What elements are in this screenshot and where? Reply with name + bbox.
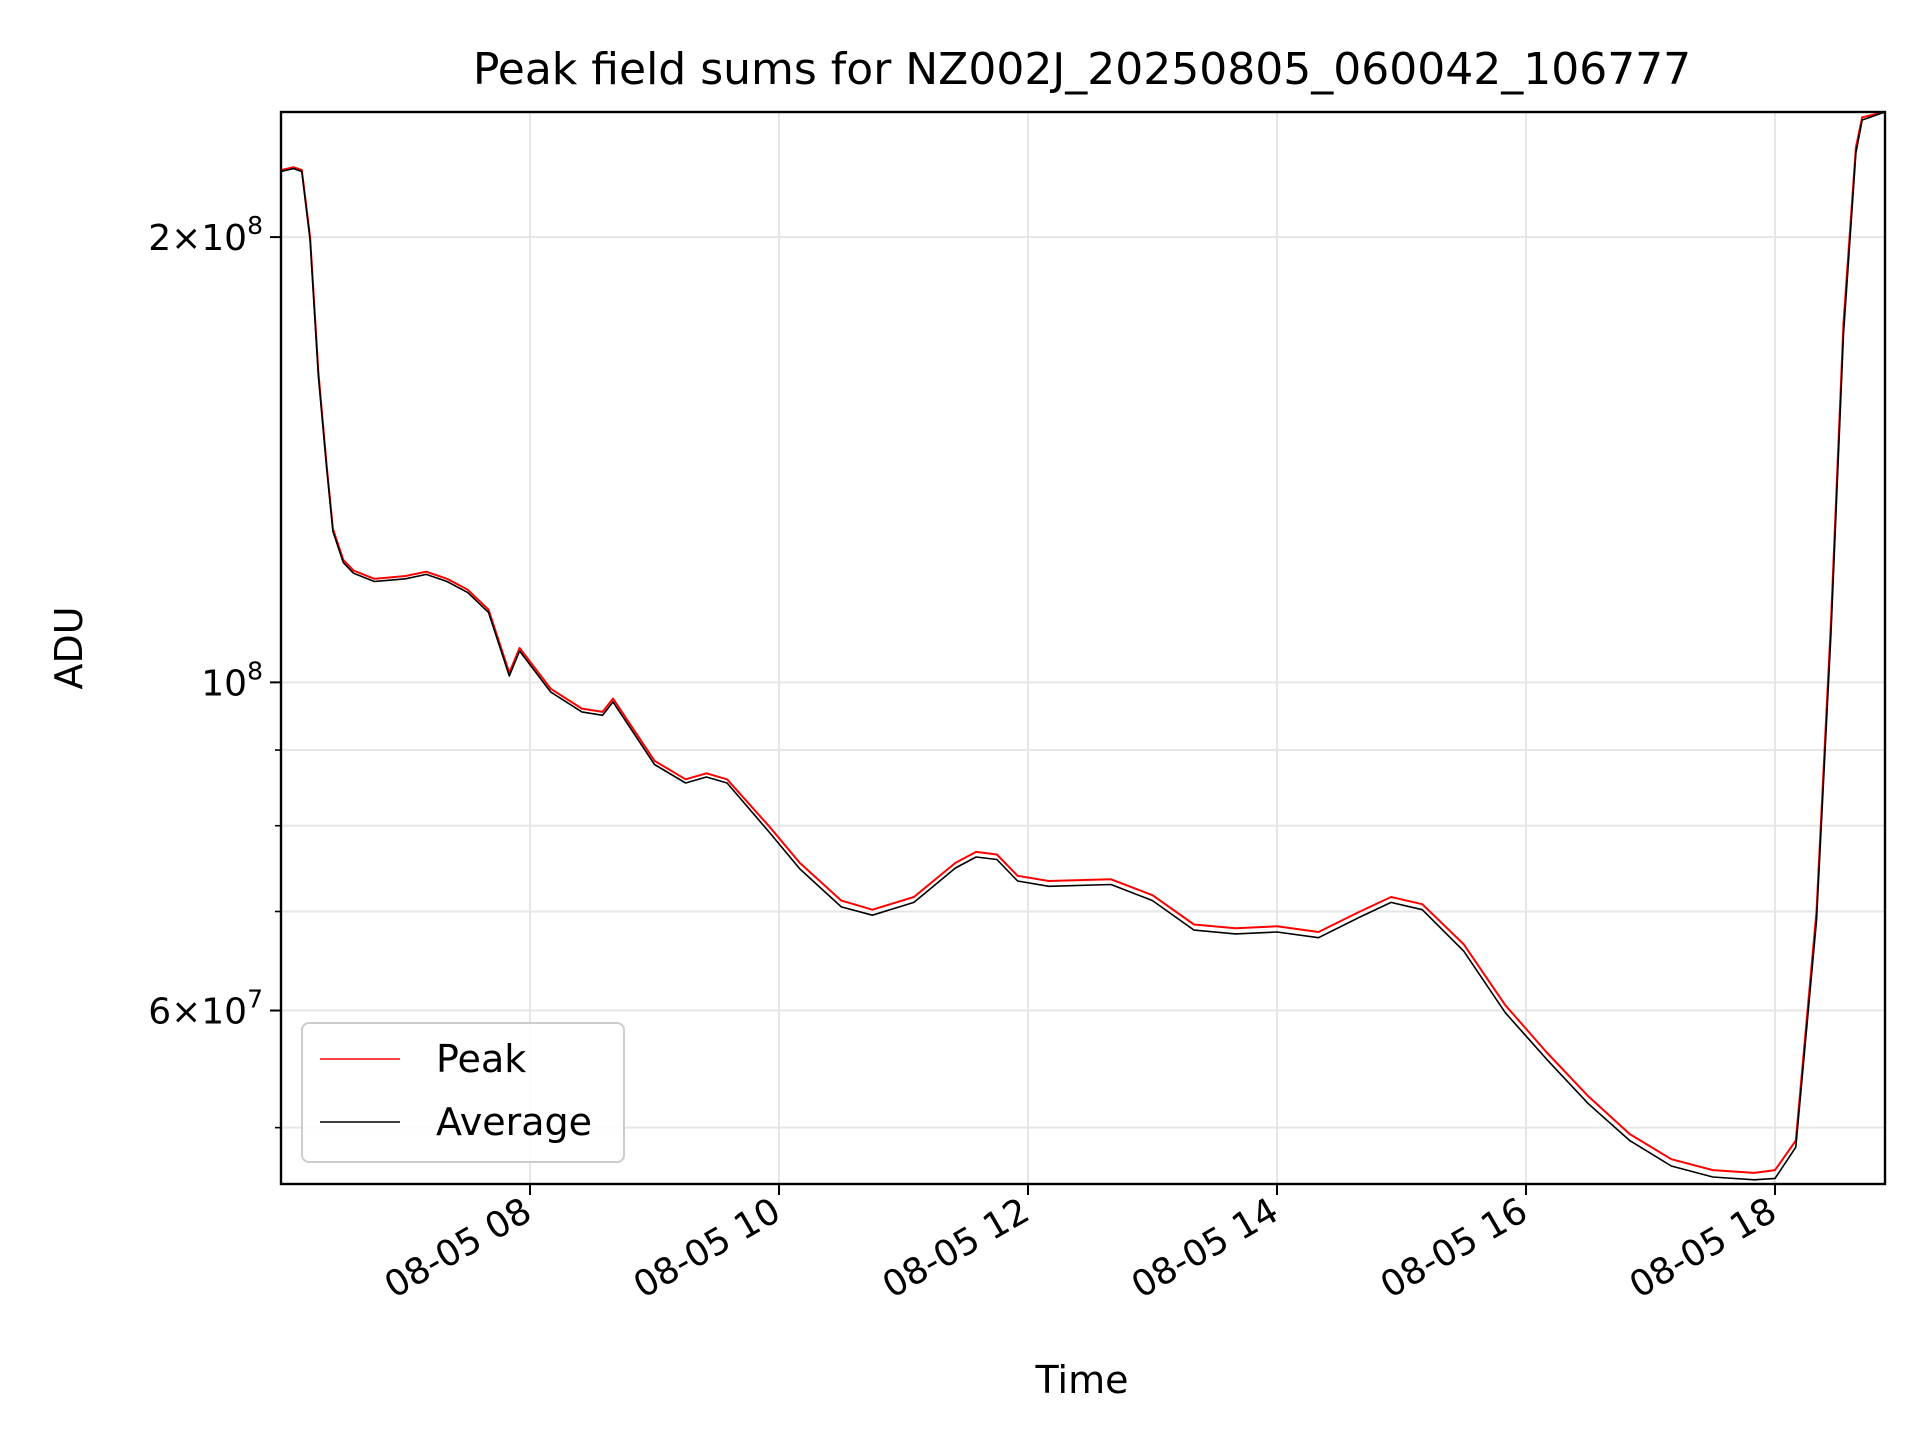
legend-box: [301, 1022, 625, 1163]
legend-label-average: Average: [436, 1100, 592, 1144]
series-line-peak: [280, 111, 1886, 1174]
legend-label-peak: Peak: [436, 1037, 526, 1081]
y-axis-label: ADU: [47, 606, 91, 689]
y-tick-label: 108: [201, 656, 263, 704]
legend: Peak Average: [301, 1022, 625, 1163]
y-tick-label: 6×107: [148, 985, 263, 1033]
grid-lines: [281, 112, 1885, 1184]
chart-title: Peak field sums for NZ002J_20250805_0600…: [473, 44, 1691, 95]
series-line-average: [280, 111, 1886, 1181]
x-axis-label: Time: [1035, 1358, 1129, 1402]
plot-frame: [279, 110, 1887, 1186]
y-tick-label: 2×108: [148, 211, 263, 259]
plot-series: [280, 111, 1886, 1181]
